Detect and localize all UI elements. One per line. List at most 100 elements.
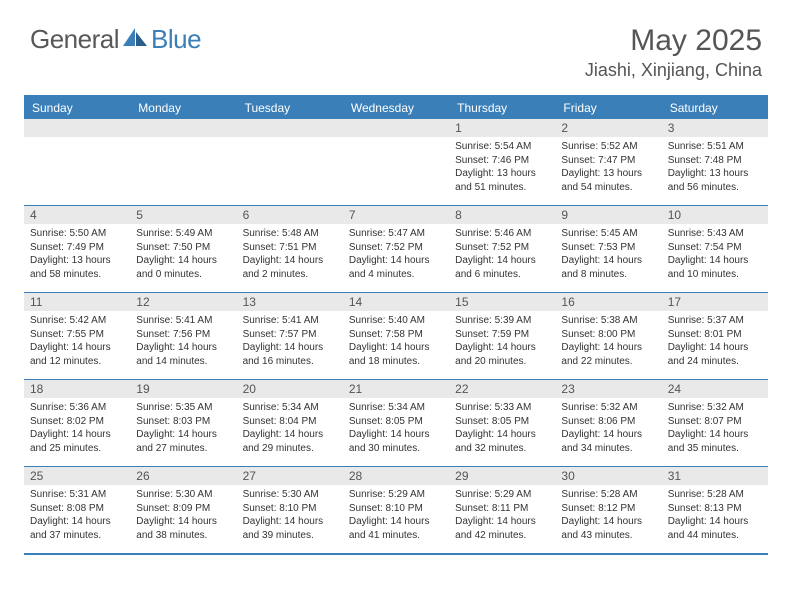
calendar-day-cell: 25Sunrise: 5:31 AM Sunset: 8:08 PM Dayli… [24, 467, 130, 553]
weekday-header: Saturday [662, 97, 768, 119]
weekday-header: Thursday [449, 97, 555, 119]
logo: General Blue [30, 24, 201, 55]
day-body: Sunrise: 5:45 AM Sunset: 7:53 PM Dayligh… [555, 224, 661, 285]
calendar-week-row: 25Sunrise: 5:31 AM Sunset: 8:08 PM Dayli… [24, 466, 768, 553]
day-number: 8 [449, 206, 555, 224]
day-body: Sunrise: 5:48 AM Sunset: 7:51 PM Dayligh… [237, 224, 343, 285]
day-number: 3 [662, 119, 768, 137]
calendar-day-cell: 16Sunrise: 5:38 AM Sunset: 8:00 PM Dayli… [555, 293, 661, 379]
day-number [343, 119, 449, 137]
calendar-day-cell: 24Sunrise: 5:32 AM Sunset: 8:07 PM Dayli… [662, 380, 768, 466]
day-body: Sunrise: 5:52 AM Sunset: 7:47 PM Dayligh… [555, 137, 661, 198]
calendar-day-cell: 1Sunrise: 5:54 AM Sunset: 7:46 PM Daylig… [449, 119, 555, 205]
day-body: Sunrise: 5:41 AM Sunset: 7:56 PM Dayligh… [130, 311, 236, 372]
day-body [343, 137, 449, 144]
day-number: 23 [555, 380, 661, 398]
day-number: 29 [449, 467, 555, 485]
day-number: 27 [237, 467, 343, 485]
weekday-header-row: Sunday Monday Tuesday Wednesday Thursday… [24, 97, 768, 119]
calendar-week-row: 11Sunrise: 5:42 AM Sunset: 7:55 PM Dayli… [24, 292, 768, 379]
day-body: Sunrise: 5:38 AM Sunset: 8:00 PM Dayligh… [555, 311, 661, 372]
day-number: 21 [343, 380, 449, 398]
day-number: 14 [343, 293, 449, 311]
day-body: Sunrise: 5:34 AM Sunset: 8:04 PM Dayligh… [237, 398, 343, 459]
day-number: 30 [555, 467, 661, 485]
weekday-header: Wednesday [343, 97, 449, 119]
day-body: Sunrise: 5:32 AM Sunset: 8:06 PM Dayligh… [555, 398, 661, 459]
day-body: Sunrise: 5:28 AM Sunset: 8:12 PM Dayligh… [555, 485, 661, 546]
calendar-day-cell: 3Sunrise: 5:51 AM Sunset: 7:48 PM Daylig… [662, 119, 768, 205]
day-number: 5 [130, 206, 236, 224]
calendar-day-cell [343, 119, 449, 205]
calendar-day-cell: 30Sunrise: 5:28 AM Sunset: 8:12 PM Dayli… [555, 467, 661, 553]
calendar-day-cell: 6Sunrise: 5:48 AM Sunset: 7:51 PM Daylig… [237, 206, 343, 292]
calendar-day-cell: 18Sunrise: 5:36 AM Sunset: 8:02 PM Dayli… [24, 380, 130, 466]
day-number: 12 [130, 293, 236, 311]
day-number [237, 119, 343, 137]
calendar-day-cell: 29Sunrise: 5:29 AM Sunset: 8:11 PM Dayli… [449, 467, 555, 553]
calendar-day-cell: 2Sunrise: 5:52 AM Sunset: 7:47 PM Daylig… [555, 119, 661, 205]
weekday-header: Tuesday [237, 97, 343, 119]
day-body: Sunrise: 5:33 AM Sunset: 8:05 PM Dayligh… [449, 398, 555, 459]
day-number: 25 [24, 467, 130, 485]
day-body: Sunrise: 5:54 AM Sunset: 7:46 PM Dayligh… [449, 137, 555, 198]
day-number [130, 119, 236, 137]
weekday-header: Friday [555, 97, 661, 119]
calendar-day-cell: 14Sunrise: 5:40 AM Sunset: 7:58 PM Dayli… [343, 293, 449, 379]
calendar-day-cell: 9Sunrise: 5:45 AM Sunset: 7:53 PM Daylig… [555, 206, 661, 292]
calendar: Sunday Monday Tuesday Wednesday Thursday… [24, 95, 768, 555]
day-body: Sunrise: 5:34 AM Sunset: 8:05 PM Dayligh… [343, 398, 449, 459]
logo-text-blue: Blue [151, 24, 201, 55]
day-number: 26 [130, 467, 236, 485]
day-number: 2 [555, 119, 661, 137]
calendar-week-row: 1Sunrise: 5:54 AM Sunset: 7:46 PM Daylig… [24, 119, 768, 205]
calendar-day-cell: 27Sunrise: 5:30 AM Sunset: 8:10 PM Dayli… [237, 467, 343, 553]
day-body: Sunrise: 5:30 AM Sunset: 8:09 PM Dayligh… [130, 485, 236, 546]
day-body: Sunrise: 5:28 AM Sunset: 8:13 PM Dayligh… [662, 485, 768, 546]
day-body: Sunrise: 5:37 AM Sunset: 8:01 PM Dayligh… [662, 311, 768, 372]
day-body: Sunrise: 5:35 AM Sunset: 8:03 PM Dayligh… [130, 398, 236, 459]
day-number: 18 [24, 380, 130, 398]
calendar-day-cell: 28Sunrise: 5:29 AM Sunset: 8:10 PM Dayli… [343, 467, 449, 553]
logo-sail-icon [121, 26, 149, 53]
calendar-day-cell: 4Sunrise: 5:50 AM Sunset: 7:49 PM Daylig… [24, 206, 130, 292]
day-number: 22 [449, 380, 555, 398]
day-body: Sunrise: 5:46 AM Sunset: 7:52 PM Dayligh… [449, 224, 555, 285]
day-number: 7 [343, 206, 449, 224]
page-header: General Blue May 2025 Jiashi, Xinjiang, … [0, 0, 792, 89]
calendar-day-cell: 20Sunrise: 5:34 AM Sunset: 8:04 PM Dayli… [237, 380, 343, 466]
day-body: Sunrise: 5:47 AM Sunset: 7:52 PM Dayligh… [343, 224, 449, 285]
title-block: May 2025 Jiashi, Xinjiang, China [585, 24, 762, 81]
day-number: 15 [449, 293, 555, 311]
day-number: 17 [662, 293, 768, 311]
day-body: Sunrise: 5:41 AM Sunset: 7:57 PM Dayligh… [237, 311, 343, 372]
calendar-day-cell [24, 119, 130, 205]
calendar-day-cell: 10Sunrise: 5:43 AM Sunset: 7:54 PM Dayli… [662, 206, 768, 292]
day-body [130, 137, 236, 144]
calendar-day-cell [130, 119, 236, 205]
day-number: 24 [662, 380, 768, 398]
month-title: May 2025 [585, 24, 762, 58]
day-number: 20 [237, 380, 343, 398]
calendar-day-cell: 13Sunrise: 5:41 AM Sunset: 7:57 PM Dayli… [237, 293, 343, 379]
calendar-day-cell: 11Sunrise: 5:42 AM Sunset: 7:55 PM Dayli… [24, 293, 130, 379]
day-number [24, 119, 130, 137]
day-body: Sunrise: 5:49 AM Sunset: 7:50 PM Dayligh… [130, 224, 236, 285]
calendar-day-cell: 17Sunrise: 5:37 AM Sunset: 8:01 PM Dayli… [662, 293, 768, 379]
location: Jiashi, Xinjiang, China [585, 60, 762, 81]
day-body: Sunrise: 5:29 AM Sunset: 8:10 PM Dayligh… [343, 485, 449, 546]
day-body: Sunrise: 5:32 AM Sunset: 8:07 PM Dayligh… [662, 398, 768, 459]
day-body: Sunrise: 5:43 AM Sunset: 7:54 PM Dayligh… [662, 224, 768, 285]
day-number: 4 [24, 206, 130, 224]
calendar-day-cell: 31Sunrise: 5:28 AM Sunset: 8:13 PM Dayli… [662, 467, 768, 553]
day-body: Sunrise: 5:51 AM Sunset: 7:48 PM Dayligh… [662, 137, 768, 198]
day-number: 1 [449, 119, 555, 137]
calendar-day-cell: 23Sunrise: 5:32 AM Sunset: 8:06 PM Dayli… [555, 380, 661, 466]
day-body: Sunrise: 5:36 AM Sunset: 8:02 PM Dayligh… [24, 398, 130, 459]
calendar-week-row: 4Sunrise: 5:50 AM Sunset: 7:49 PM Daylig… [24, 205, 768, 292]
calendar-day-cell: 26Sunrise: 5:30 AM Sunset: 8:09 PM Dayli… [130, 467, 236, 553]
day-body: Sunrise: 5:50 AM Sunset: 7:49 PM Dayligh… [24, 224, 130, 285]
logo-text-general: General [30, 24, 119, 55]
day-body: Sunrise: 5:42 AM Sunset: 7:55 PM Dayligh… [24, 311, 130, 372]
day-body [24, 137, 130, 144]
